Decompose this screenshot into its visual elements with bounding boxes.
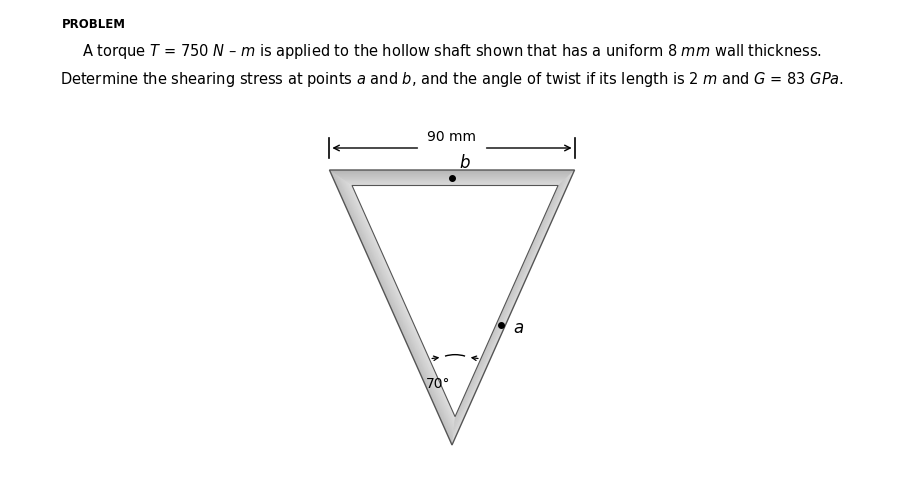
Polygon shape — [339, 177, 453, 433]
Polygon shape — [346, 181, 454, 424]
Polygon shape — [452, 175, 568, 435]
Polygon shape — [453, 178, 565, 430]
Text: 70°: 70° — [425, 377, 450, 391]
Polygon shape — [340, 177, 453, 432]
Polygon shape — [343, 180, 453, 427]
Text: Determine the shearing stress at points $a$ and $b$, and the angle of twist if i: Determine the shearing stress at points … — [60, 70, 843, 89]
Polygon shape — [350, 185, 454, 418]
Polygon shape — [454, 183, 560, 420]
Polygon shape — [340, 178, 453, 432]
Polygon shape — [349, 183, 454, 421]
Polygon shape — [338, 176, 452, 434]
Polygon shape — [349, 183, 454, 420]
Polygon shape — [452, 170, 573, 444]
Polygon shape — [454, 182, 561, 422]
Polygon shape — [454, 183, 560, 421]
Polygon shape — [330, 170, 452, 444]
Polygon shape — [331, 171, 452, 442]
Polygon shape — [453, 180, 563, 426]
Polygon shape — [454, 185, 558, 418]
Polygon shape — [337, 175, 452, 435]
Polygon shape — [340, 178, 453, 431]
Polygon shape — [341, 179, 453, 430]
Polygon shape — [452, 171, 573, 443]
Polygon shape — [452, 177, 567, 433]
Text: a: a — [513, 319, 523, 336]
Polygon shape — [347, 182, 454, 423]
Polygon shape — [330, 171, 452, 443]
Polygon shape — [452, 174, 570, 437]
Polygon shape — [342, 179, 453, 429]
Polygon shape — [347, 182, 454, 422]
Polygon shape — [453, 178, 565, 431]
Polygon shape — [452, 175, 569, 436]
Text: 90 mm: 90 mm — [427, 130, 476, 144]
Polygon shape — [454, 182, 561, 423]
Polygon shape — [452, 173, 571, 440]
Polygon shape — [453, 181, 562, 424]
Polygon shape — [452, 176, 568, 434]
Polygon shape — [344, 180, 453, 427]
Polygon shape — [452, 175, 569, 436]
Polygon shape — [350, 184, 454, 419]
Polygon shape — [454, 183, 561, 421]
Polygon shape — [454, 181, 562, 424]
Polygon shape — [453, 180, 564, 428]
Polygon shape — [454, 184, 559, 419]
Polygon shape — [454, 185, 558, 418]
Polygon shape — [452, 170, 574, 445]
Text: A torque $T$ = 750 $N$ – $m$ is applied to the hollow shaft shown that has a uni: A torque $T$ = 750 $N$ – $m$ is applied … — [82, 42, 821, 61]
Polygon shape — [332, 172, 452, 442]
Polygon shape — [332, 172, 452, 441]
Polygon shape — [348, 183, 454, 421]
Polygon shape — [453, 178, 566, 432]
Text: PROBLEM: PROBLEM — [61, 18, 126, 31]
Polygon shape — [346, 181, 454, 424]
Polygon shape — [344, 180, 453, 426]
Polygon shape — [351, 185, 454, 418]
Polygon shape — [453, 181, 563, 425]
Polygon shape — [335, 174, 452, 437]
Polygon shape — [336, 175, 452, 436]
Polygon shape — [349, 184, 454, 420]
Polygon shape — [329, 170, 452, 445]
Polygon shape — [329, 170, 574, 445]
Polygon shape — [345, 181, 453, 425]
Polygon shape — [453, 180, 563, 427]
Polygon shape — [452, 171, 573, 442]
Polygon shape — [333, 173, 452, 439]
Polygon shape — [342, 180, 453, 428]
Polygon shape — [338, 176, 452, 433]
Polygon shape — [330, 171, 452, 444]
Polygon shape — [452, 176, 567, 433]
Polygon shape — [453, 179, 565, 430]
Polygon shape — [453, 179, 564, 429]
Polygon shape — [452, 173, 571, 439]
Polygon shape — [452, 174, 570, 438]
Polygon shape — [337, 175, 452, 436]
Text: b: b — [459, 154, 470, 172]
Polygon shape — [333, 173, 452, 440]
Polygon shape — [452, 172, 572, 441]
Polygon shape — [453, 177, 566, 432]
Polygon shape — [452, 173, 570, 439]
Polygon shape — [454, 184, 559, 420]
Polygon shape — [334, 173, 452, 439]
Polygon shape — [452, 171, 573, 444]
Polygon shape — [453, 180, 563, 427]
Polygon shape — [341, 178, 453, 430]
Polygon shape — [335, 174, 452, 438]
Polygon shape — [351, 185, 557, 417]
Polygon shape — [452, 172, 572, 442]
